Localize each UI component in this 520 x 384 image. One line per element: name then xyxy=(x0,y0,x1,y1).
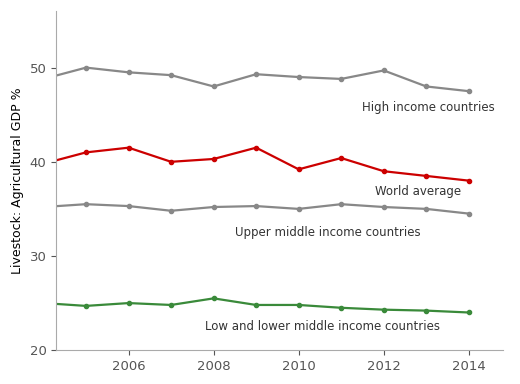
Text: World average: World average xyxy=(375,185,461,199)
Text: Low and lower middle income countries: Low and lower middle income countries xyxy=(205,320,440,333)
Text: High income countries: High income countries xyxy=(362,101,495,114)
Text: Upper middle income countries: Upper middle income countries xyxy=(235,226,421,239)
Y-axis label: Livestock: Agricultural GDP %: Livestock: Agricultural GDP % xyxy=(11,87,24,274)
